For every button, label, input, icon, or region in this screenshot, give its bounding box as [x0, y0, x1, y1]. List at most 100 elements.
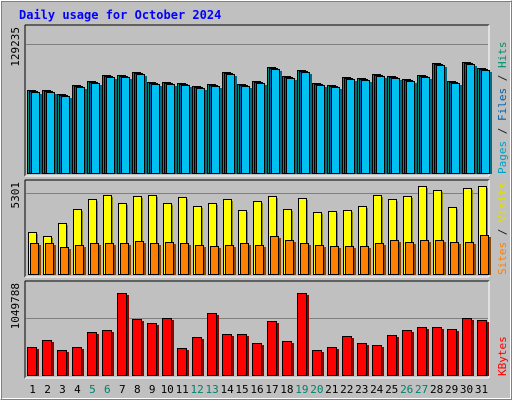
bar-shadow — [385, 78, 387, 174]
bar-shadow — [340, 89, 342, 174]
bar-sites-day-5 — [90, 243, 99, 275]
x-tick-label-day-12: 12 — [190, 383, 203, 396]
bar-shadow — [112, 197, 113, 275]
bar-sites-day-9 — [150, 243, 159, 275]
bar-shadow — [382, 197, 383, 275]
bar-shadow — [415, 83, 417, 174]
y-axis-label-part: Pages — [496, 141, 509, 174]
bar-shadow — [157, 325, 159, 376]
bar-sites-day-1 — [30, 243, 39, 275]
bar-shadow — [354, 248, 356, 275]
bar-shadow — [82, 349, 84, 376]
bar-shadow — [367, 345, 369, 376]
bar-shadow — [427, 329, 429, 376]
bar-kbytes-day-19 — [297, 293, 307, 376]
bar-pages-day-3 — [61, 96, 70, 174]
bar-pages-day-6 — [106, 77, 115, 174]
bar-shadow — [430, 79, 432, 174]
bar-shadow — [114, 245, 116, 275]
bar-shadow — [322, 352, 324, 376]
bar-shadow — [145, 76, 147, 174]
bar-shadow — [84, 247, 86, 275]
bar-shadow — [352, 338, 354, 376]
bar-kbytes-day-14 — [222, 334, 232, 376]
bar-sites-day-16 — [255, 245, 264, 275]
bar-pages-day-27 — [421, 77, 430, 174]
bar-shadow — [325, 87, 327, 174]
bar-sites-day-7 — [120, 243, 129, 275]
bar-shadow — [99, 245, 101, 275]
bar-shadow — [310, 74, 312, 174]
bar-sites-day-11 — [180, 243, 189, 275]
x-tick-label-day-3: 3 — [59, 383, 66, 396]
bar-shadow — [475, 66, 477, 174]
x-tick-label-day-1: 1 — [29, 383, 36, 396]
bar-sites-day-3 — [60, 247, 69, 275]
bar-pages-day-4 — [76, 87, 85, 174]
bar-sites-day-25 — [390, 240, 399, 275]
bar-kbytes-day-22 — [342, 336, 352, 376]
x-tick-label-day-9: 9 — [149, 383, 156, 396]
bar-shadow — [235, 76, 237, 174]
bar-shadow — [382, 347, 384, 376]
bar-kbytes-day-3 — [57, 350, 67, 376]
bar-kbytes-day-17 — [267, 321, 277, 376]
bar-sites-day-20 — [315, 245, 324, 275]
y-tick-label: 5301 — [9, 182, 22, 209]
bar-shadow — [384, 245, 386, 275]
bar-shadow — [129, 245, 131, 275]
bar-kbytes-day-18 — [282, 341, 292, 376]
bar-sites-day-13 — [210, 246, 219, 275]
bar-shadow — [265, 85, 267, 174]
bar-shadow — [220, 88, 222, 174]
bar-shadow — [67, 352, 69, 376]
bar-shadow — [472, 190, 473, 275]
bar-sites-day-22 — [345, 246, 354, 275]
bar-shadow — [159, 245, 161, 275]
bar-shadow — [55, 94, 57, 174]
bar-shadow — [460, 85, 462, 174]
bar-pages-day-21 — [331, 87, 340, 174]
bar-kbytes-day-15 — [237, 334, 247, 376]
bar-pages-day-19 — [301, 72, 310, 174]
y-axis-label-part: Hits — [496, 42, 509, 69]
bar-shadow — [262, 345, 264, 376]
y-tick-label: 129235 — [9, 27, 22, 67]
bar-sites-day-31 — [480, 235, 489, 275]
x-tick-label-day-30: 30 — [460, 383, 473, 396]
bar-pages-day-2 — [46, 92, 55, 174]
y-axis-label-part: Visits — [496, 182, 509, 222]
bar-kbytes-day-11 — [177, 348, 187, 376]
bar-shadow — [412, 198, 413, 275]
bar-shadow — [309, 245, 311, 275]
bar-kbytes-day-23 — [357, 343, 367, 376]
x-tick-label-day-5: 5 — [89, 383, 96, 396]
bar-sites-day-18 — [285, 240, 294, 275]
x-tick-label-day-28: 28 — [430, 383, 443, 396]
y-axis-label-part: Files — [496, 88, 509, 121]
x-tick-label-day-13: 13 — [205, 383, 218, 396]
bar-kbytes-day-13 — [207, 313, 217, 376]
bar-pages-day-5 — [91, 83, 100, 174]
bar-shadow — [399, 242, 401, 275]
bar-shadow — [412, 332, 414, 376]
bar-pages-day-24 — [376, 76, 385, 174]
bar-pages-day-8 — [136, 74, 145, 174]
x-tick-label-day-29: 29 — [445, 383, 458, 396]
bar-shadow — [172, 320, 174, 376]
y-tick-label: 1049788 — [9, 283, 22, 329]
bar-kbytes-day-5 — [87, 332, 97, 376]
panel-2: 5301 Sites / Visits — [9, 179, 509, 278]
bar-kbytes-day-28 — [432, 327, 442, 376]
bar-sites-day-27 — [420, 240, 429, 275]
bar-kbytes-day-4 — [72, 347, 82, 376]
bar-shadow — [130, 79, 132, 174]
bar-pages-day-30 — [466, 64, 475, 174]
panel-1: 129235 Pages / Files / Hits — [9, 24, 509, 177]
bar-shadow — [219, 248, 221, 275]
bar-shadow — [337, 213, 338, 275]
bar-pages-day-29 — [451, 83, 460, 174]
bar-sites-day-2 — [45, 243, 54, 275]
bar-shadow — [489, 237, 491, 275]
